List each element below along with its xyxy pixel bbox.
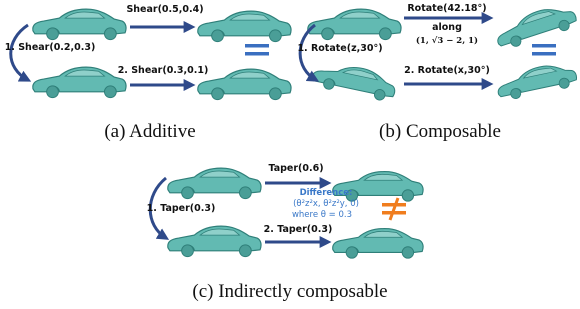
difference-note: where θ = 0.3 (292, 210, 352, 220)
caption: (c) Indirectly composable (192, 281, 387, 302)
panel-a: Shear(0.5,0.4) 1. Shear(0.2,0.3) 2. Shea… (5, 4, 291, 142)
car (333, 229, 423, 259)
caption: (b) Composable (379, 121, 501, 142)
transform-label: Shear(0.5,0.4) (126, 4, 203, 15)
car (168, 226, 261, 257)
car (168, 168, 261, 199)
panel-c: Taper(0.6) Difference: (θ²z²x, θ²z²y, 0)… (147, 163, 423, 302)
transform-label: 2. Shear(0.3,0.1) (118, 65, 209, 76)
equals (245, 44, 269, 56)
axis-label: (1, √3 − 2, 1) (416, 35, 478, 46)
caption: (a) Additive (104, 121, 195, 142)
car (493, 1, 579, 52)
difference-formula: (θ²z²x, θ²z²y, 0) (293, 199, 359, 209)
transform-label: 1. Shear(0.2,0.3) (5, 42, 96, 53)
car (198, 11, 291, 42)
transform-label: Rotate(42.18°) (407, 3, 486, 14)
car (198, 69, 291, 100)
panel-b: Rotate(42.18°) along (1, √3 − 2, 1) 1. R… (297, 1, 578, 142)
transform-label: 2. Rotate(x,30°) (404, 65, 490, 76)
transform-label: along (432, 22, 462, 33)
transform-label: 2. Taper(0.3) (264, 224, 333, 235)
figure: Shear(0.5,0.4) 1. Shear(0.2,0.3) 2. Shea… (0, 0, 580, 309)
transform-label: Taper(0.6) (268, 163, 323, 174)
equals (532, 44, 556, 56)
car (495, 60, 579, 102)
not-equal (382, 198, 406, 220)
transform-label: 1. Taper(0.3) (147, 203, 216, 214)
transform-label: 1. Rotate(z,30°) (297, 43, 382, 54)
difference-title: Difference: (300, 188, 353, 198)
car (33, 67, 126, 98)
car (310, 59, 398, 103)
car (308, 9, 401, 40)
car (33, 9, 126, 40)
